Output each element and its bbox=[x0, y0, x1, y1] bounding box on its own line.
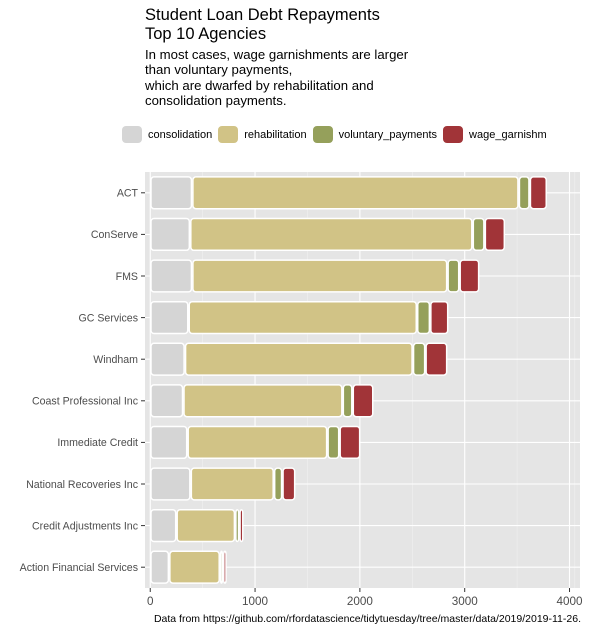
bar-wage_garnishm bbox=[223, 550, 227, 584]
legend-swatch-consolidation bbox=[122, 126, 142, 143]
legend-label-wage_garnishm: wage_garnishm bbox=[469, 128, 547, 141]
bar-rehabilitation bbox=[187, 425, 328, 460]
bar-rehabilitation bbox=[192, 176, 519, 210]
y-tick-label: GC Services bbox=[79, 312, 138, 324]
y-tick-label: National Recoveries Inc bbox=[26, 479, 139, 491]
bar-voluntary_payments bbox=[273, 467, 283, 501]
bar-wage_garnishm bbox=[425, 342, 448, 376]
bar-rehabilitation bbox=[192, 259, 448, 293]
chart-title-line-2: Top 10 Agencies bbox=[145, 25, 267, 43]
y-tick-label: Windham bbox=[93, 354, 138, 366]
bar-voluntary_payments bbox=[518, 176, 530, 210]
bar-wage_garnishm bbox=[430, 300, 449, 335]
bar-rehabilitation bbox=[190, 217, 473, 252]
x-tick-label: 3000 bbox=[452, 595, 479, 608]
bar-wage_garnishm bbox=[352, 384, 374, 418]
bar-rehabilitation bbox=[184, 342, 413, 376]
bar-consolidation bbox=[150, 467, 191, 501]
legend: consolidation rehabilitation voluntary_pay… bbox=[122, 126, 589, 150]
y-tick-label: ACT bbox=[117, 188, 139, 200]
bar-voluntary_payments bbox=[417, 300, 431, 335]
bar-consolidation bbox=[150, 259, 193, 293]
bar-wage_garnishm bbox=[484, 217, 506, 252]
y-tick-label: Immediate Credit bbox=[57, 437, 138, 449]
bar-consolidation bbox=[150, 425, 188, 460]
legend-item-wage_garnishm: wage_garnishm bbox=[443, 126, 547, 143]
bar-voluntary_payments bbox=[447, 259, 460, 293]
legend-label-consolidation: consolidation bbox=[148, 128, 213, 141]
legend-item-voluntary_payments: voluntary_payments bbox=[312, 126, 438, 143]
x-tick-label: 4000 bbox=[557, 595, 584, 608]
bar-wage_garnishm bbox=[529, 176, 547, 210]
y-tick-label: Action Financial Services bbox=[20, 562, 138, 574]
bar-rehabilitation bbox=[183, 384, 343, 418]
bar-voluntary_payments bbox=[235, 508, 240, 543]
bar-voluntary_payments bbox=[342, 384, 353, 418]
bar-rehabilitation bbox=[188, 300, 418, 335]
bar-wage_garnishm bbox=[459, 259, 480, 293]
y-tick-label: Coast Professional Inc bbox=[32, 396, 139, 408]
bar-consolidation bbox=[150, 384, 184, 418]
legend-label-rehabilitation: rehabilitation bbox=[244, 128, 307, 141]
bar-consolidation bbox=[150, 176, 193, 210]
legend-item-rehabilitation: rehabilitation bbox=[218, 126, 307, 143]
bar-wage_garnishm bbox=[282, 467, 296, 501]
bar-consolidation bbox=[150, 550, 170, 584]
chart-title: Student Loan Debt Repayments Top 10 Agen… bbox=[145, 6, 380, 44]
bar-consolidation bbox=[150, 217, 191, 252]
chart-title-line-1: Student Loan Debt Repayments bbox=[145, 6, 380, 24]
chart-subtitle: In most cases, wage garnishments are lar… bbox=[145, 47, 409, 108]
bar-wage_garnishm bbox=[339, 425, 361, 460]
legend-item-consolidation: consolidation bbox=[122, 126, 212, 143]
x-tick-label: 1000 bbox=[242, 595, 269, 608]
bar-voluntary_payments bbox=[472, 217, 485, 252]
legend-swatch-rehabilitation bbox=[218, 126, 239, 143]
bar-voluntary_payments bbox=[219, 550, 224, 584]
y-tick-label: Credit Adjustments Inc bbox=[32, 520, 139, 532]
y-tick-label: ConServe bbox=[91, 229, 138, 241]
bar-consolidation bbox=[150, 300, 189, 335]
bar-consolidation bbox=[150, 342, 185, 376]
bar-voluntary_payments bbox=[412, 342, 426, 376]
bar-consolidation bbox=[150, 508, 177, 543]
legend-swatch-voluntary_payments bbox=[312, 126, 333, 143]
chart-caption: Data from https://github.com/rfordatasci… bbox=[153, 613, 581, 625]
bar-wage_garnishm bbox=[239, 508, 244, 543]
bar-rehabilitation bbox=[169, 550, 220, 584]
bar-voluntary_payments bbox=[327, 425, 340, 460]
y-tick-label: FMS bbox=[116, 271, 138, 283]
bar-rehabilitation bbox=[190, 467, 274, 501]
legend-label-voluntary_payments: voluntary_payments bbox=[338, 128, 438, 141]
x-tick-label: 0 bbox=[147, 595, 154, 608]
x-tick-label: 2000 bbox=[347, 595, 374, 608]
legend-swatch-wage_garnishm bbox=[443, 126, 464, 143]
bar-rehabilitation bbox=[176, 508, 236, 543]
